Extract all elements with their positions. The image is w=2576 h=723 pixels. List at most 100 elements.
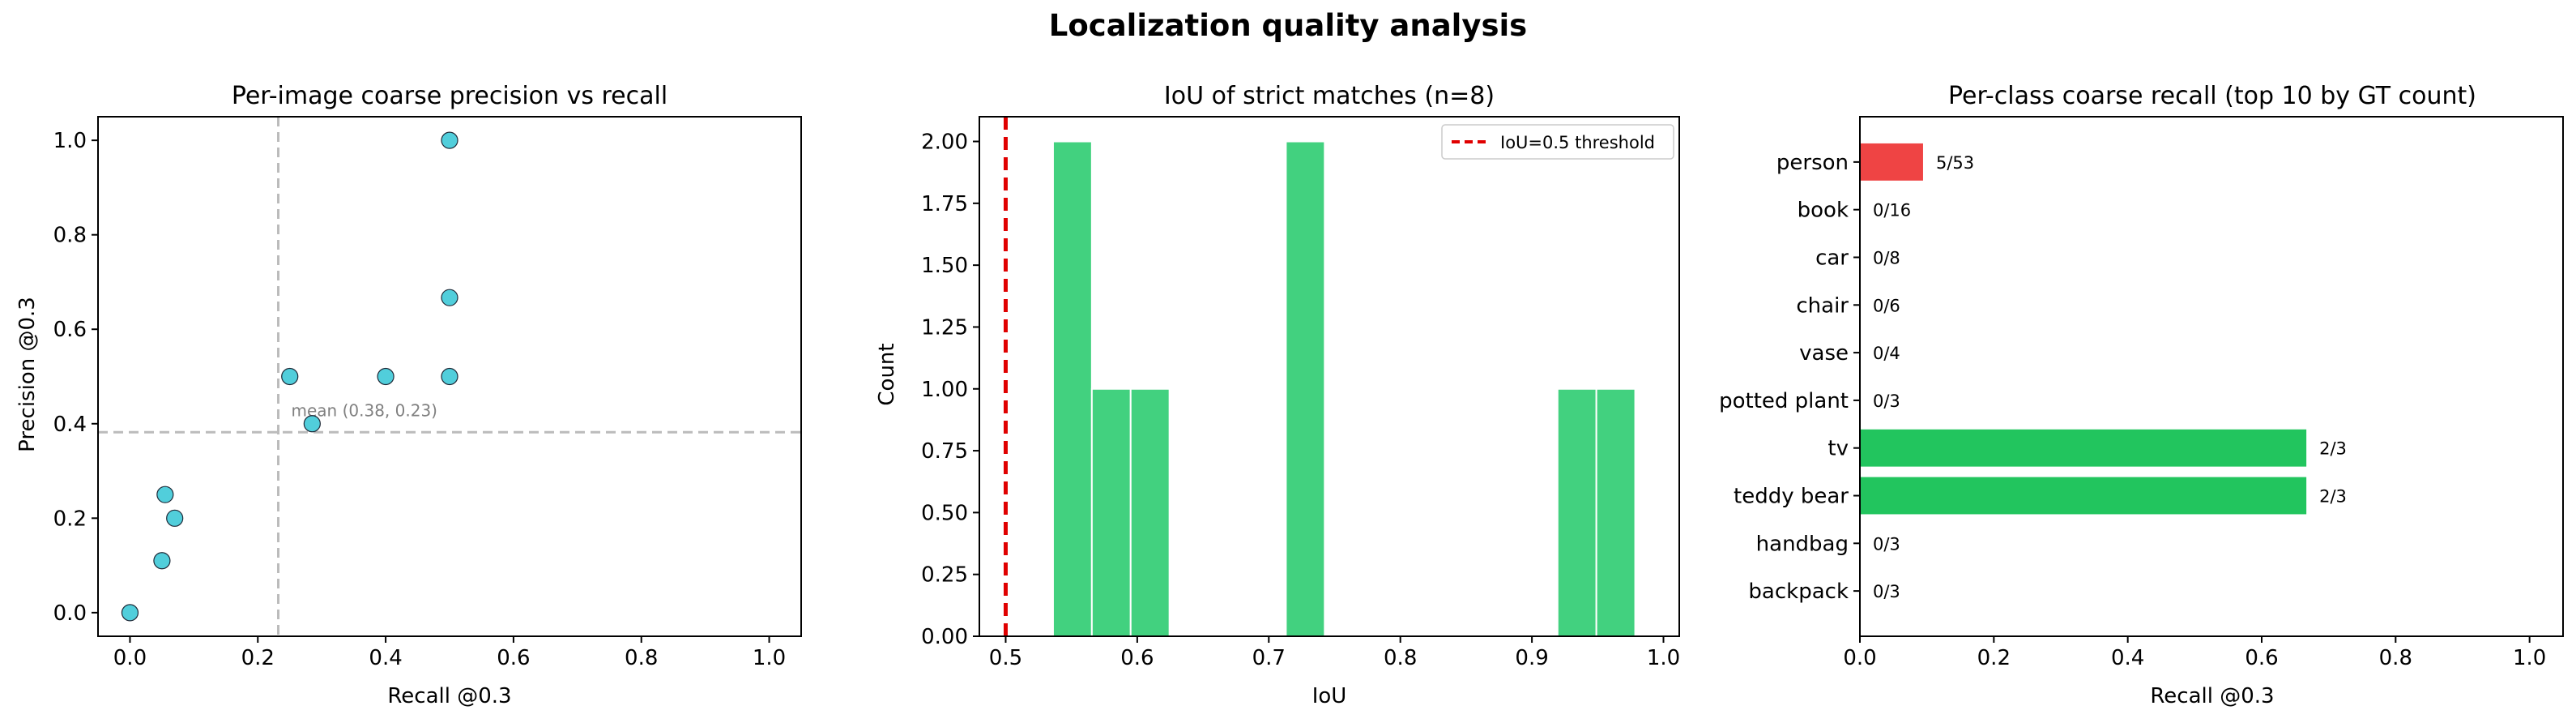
x-tick-label: 0.8 (625, 646, 658, 670)
legend-threshold-label: IoU=0.5 threshold (1500, 133, 1655, 152)
histogram-frame (979, 116, 1680, 637)
x-tick-label: 0.7 (1252, 646, 1286, 670)
y-tick-label: 0.2 (53, 507, 87, 531)
x-tick-label: 1.0 (753, 646, 786, 670)
category-label: chair (1796, 293, 1849, 318)
category-label: potted plant (1719, 389, 1849, 413)
scatter-point (377, 367, 395, 386)
bar-value-label: 0/6 (1873, 296, 1900, 315)
x-tick-label: 1.0 (1647, 646, 1680, 670)
bar-value-label: 0/16 (1873, 201, 1911, 220)
scatter-x-ticks: 0.0 0.2 0.4 0.6 0.8 1.0 (113, 636, 786, 670)
bar-value-label: 0/8 (1873, 248, 1900, 267)
class-recall-panel: Per-class coarse recall (top 10 by GT co… (1719, 82, 2564, 708)
legend-box (1441, 124, 1674, 160)
y-tick-label: 0.8 (53, 224, 87, 248)
category-label: backpack (1748, 580, 1849, 604)
histogram-bar (1556, 387, 1597, 637)
class-recall-title: Per-class coarse recall (top 10 by GT co… (1948, 82, 2476, 110)
x-tick-label: 0.2 (241, 646, 275, 670)
x-tick-label: 0.0 (113, 646, 147, 670)
class-recall-bar (1860, 429, 2307, 467)
histogram-legend: IoU=0.5 threshold (1441, 124, 1674, 160)
bar-value-label: 2/3 (2319, 439, 2347, 459)
bar-value-label: 0/3 (1873, 582, 1900, 601)
scatter-point (153, 552, 171, 570)
y-tick-label: 2.00 (921, 130, 968, 155)
y-tick-label: 0.6 (53, 318, 87, 342)
scatter-point (281, 367, 299, 386)
category-label: teddy bear (1734, 485, 1849, 509)
y-tick-label: 0.00 (921, 625, 968, 649)
histogram-y-ticks: 0.00 0.25 0.50 0.75 1.00 1.25 1.50 1.75 2.00 (921, 130, 979, 649)
scatter-y-axis-label: Precision @0.3 (15, 297, 40, 452)
x-tick-label: 1.0 (2513, 646, 2546, 670)
x-tick-label: 0.6 (2245, 646, 2278, 670)
scatter-panel: Per-image coarse precision vs recall mea… (15, 82, 802, 708)
y-tick-label: 0.25 (921, 563, 968, 588)
category-label: vase (1799, 341, 1849, 366)
scatter-title: Per-image coarse precision vs recall (232, 82, 667, 110)
class-recall-bar (1860, 143, 1923, 181)
scatter-x-axis-label: Recall @0.3 (387, 684, 511, 708)
x-tick-label: 0.2 (1977, 646, 2011, 670)
scatter-point (303, 415, 321, 433)
category-label: person (1776, 151, 1849, 175)
scatter-frame (97, 116, 802, 637)
histogram-bar (1129, 387, 1171, 637)
category-label: tv (1828, 437, 1849, 461)
y-tick-label: 0.50 (921, 501, 968, 525)
scatter-plot-area: mean (0.38, 0.23) (97, 116, 802, 637)
y-tick-label: 1.25 (921, 315, 968, 340)
class-recall-bar (1860, 477, 2307, 515)
class-recall-frame (1859, 116, 2564, 637)
y-tick-label: 1.0 (53, 129, 87, 153)
histogram-panel: IoU of strict matches (n=8) 0.5 0.6 0.7 0.8… (875, 82, 1680, 708)
bar-value-label: 0/4 (1873, 344, 1900, 363)
figure-title: Localization quality analysis (1048, 8, 1528, 43)
histogram-x-ticks: 0.5 0.6 0.7 0.8 0.9 1.0 (989, 636, 1680, 670)
scatter-y-ticks: 0.0 0.2 0.4 0.6 0.8 1.0 (53, 129, 98, 626)
bar-value-label: 0/3 (1873, 534, 1900, 554)
class-recall-category-labels: person book car chair vase potted plant tv tedd… (1719, 151, 1860, 604)
x-tick-label: 0.4 (2111, 646, 2144, 670)
x-tick-label: 0.5 (989, 646, 1022, 670)
class-recall-x-ticks: 0.0 0.2 0.4 0.6 0.8 1.0 (1843, 636, 2546, 670)
bar-value-label: 5/53 (1936, 153, 1974, 173)
histogram-bar (1090, 387, 1132, 637)
class-recall-x-axis-label: Recall @0.3 (2150, 684, 2274, 708)
scatter-point (441, 289, 458, 306)
class-recall-plot-area: 5/53 0/16 0/8 0/6 0/4 0/3 2/3 2/3 0/3 0/3 (1859, 116, 2564, 637)
y-tick-label: 1.00 (921, 378, 968, 402)
x-tick-label: 0.6 (1120, 646, 1154, 670)
histogram-bar (1285, 140, 1326, 637)
scatter-point (441, 131, 458, 149)
y-tick-label: 0.4 (53, 413, 87, 437)
scatter-point (441, 367, 458, 386)
histogram-x-axis-label: IoU (1312, 684, 1347, 708)
x-tick-label: 0.6 (497, 646, 530, 670)
y-tick-label: 1.50 (921, 254, 968, 278)
histogram-y-axis-label: Count (875, 343, 899, 405)
bar-value-label: 2/3 (2319, 487, 2347, 507)
histogram-title: IoU of strict matches (n=8) (1164, 82, 1495, 110)
x-tick-label: 0.9 (1515, 646, 1548, 670)
y-tick-label: 0.75 (921, 439, 968, 464)
histogram-bar (1051, 140, 1093, 637)
category-label: book (1798, 199, 1849, 223)
category-label: handbag (1756, 532, 1849, 556)
scatter-point (156, 486, 174, 503)
y-tick-label: 0.0 (53, 601, 87, 626)
x-tick-label: 0.8 (1384, 646, 1417, 670)
scatter-point (121, 604, 139, 622)
x-tick-label: 0.8 (2379, 646, 2412, 670)
category-label: car (1815, 246, 1849, 270)
histogram-bar (1595, 387, 1636, 637)
scatter-point (166, 509, 184, 527)
bar-value-label: 0/3 (1873, 391, 1900, 411)
histogram-plot-area (979, 116, 1680, 637)
x-tick-label: 0.4 (369, 646, 402, 670)
y-tick-label: 1.75 (921, 192, 968, 216)
x-tick-label: 0.0 (1843, 646, 1876, 670)
